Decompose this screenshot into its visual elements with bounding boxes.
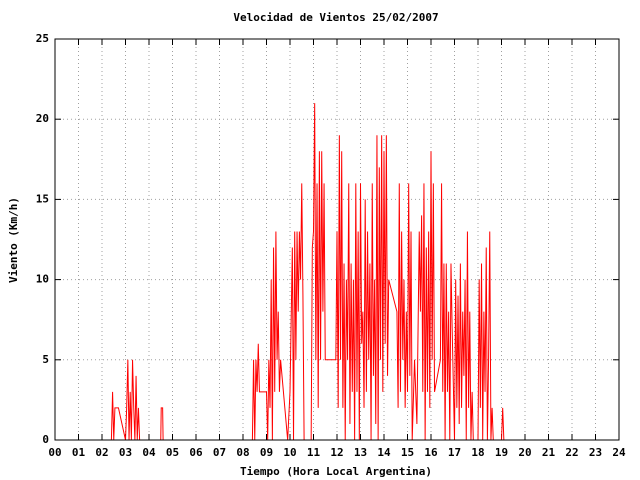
x-tick-label: 14 [377,446,391,459]
x-tick-label: 02 [95,446,108,459]
x-tick-label: 10 [283,446,296,459]
x-tick-label: 12 [330,446,343,459]
x-tick-label: 01 [72,446,86,459]
x-tick-label: 07 [213,446,226,459]
x-tick-label: 20 [518,446,531,459]
x-tick-label: 11 [307,446,321,459]
x-tick-label: 09 [260,446,273,459]
x-tick-label: 00 [48,446,61,459]
x-tick-label: 13 [354,446,367,459]
x-tick-label: 19 [495,446,508,459]
x-tick-label: 22 [565,446,578,459]
x-tick-label: 08 [236,446,249,459]
y-tick-label: 15 [36,192,49,205]
wind-line [110,103,505,441]
x-tick-label: 17 [448,446,461,459]
x-tick-label: 18 [471,446,484,459]
y-tick-label: 5 [42,353,49,366]
y-tick-label: 20 [36,112,49,125]
x-tick-label: 24 [612,446,626,459]
x-tick-label: 03 [119,446,132,459]
y-axis-label: Viento (Km/h) [7,197,20,283]
x-tick-label: 21 [542,446,556,459]
x-tick-label: 16 [424,446,438,459]
y-tick-label: 10 [36,273,49,286]
x-tick-label: 15 [401,446,414,459]
chart-title: Velocidad de Vientos 25/02/2007 [233,11,438,24]
x-tick-label: 04 [142,446,156,459]
x-tick-label: 06 [189,446,203,459]
y-tick-label: 0 [42,433,49,446]
x-axis-label: Tiempo (Hora Local Argentina) [240,465,432,478]
y-tick-label: 25 [36,32,49,45]
x-tick-label: 23 [589,446,602,459]
x-tick-label: 05 [166,446,179,459]
plot-border [54,38,620,441]
